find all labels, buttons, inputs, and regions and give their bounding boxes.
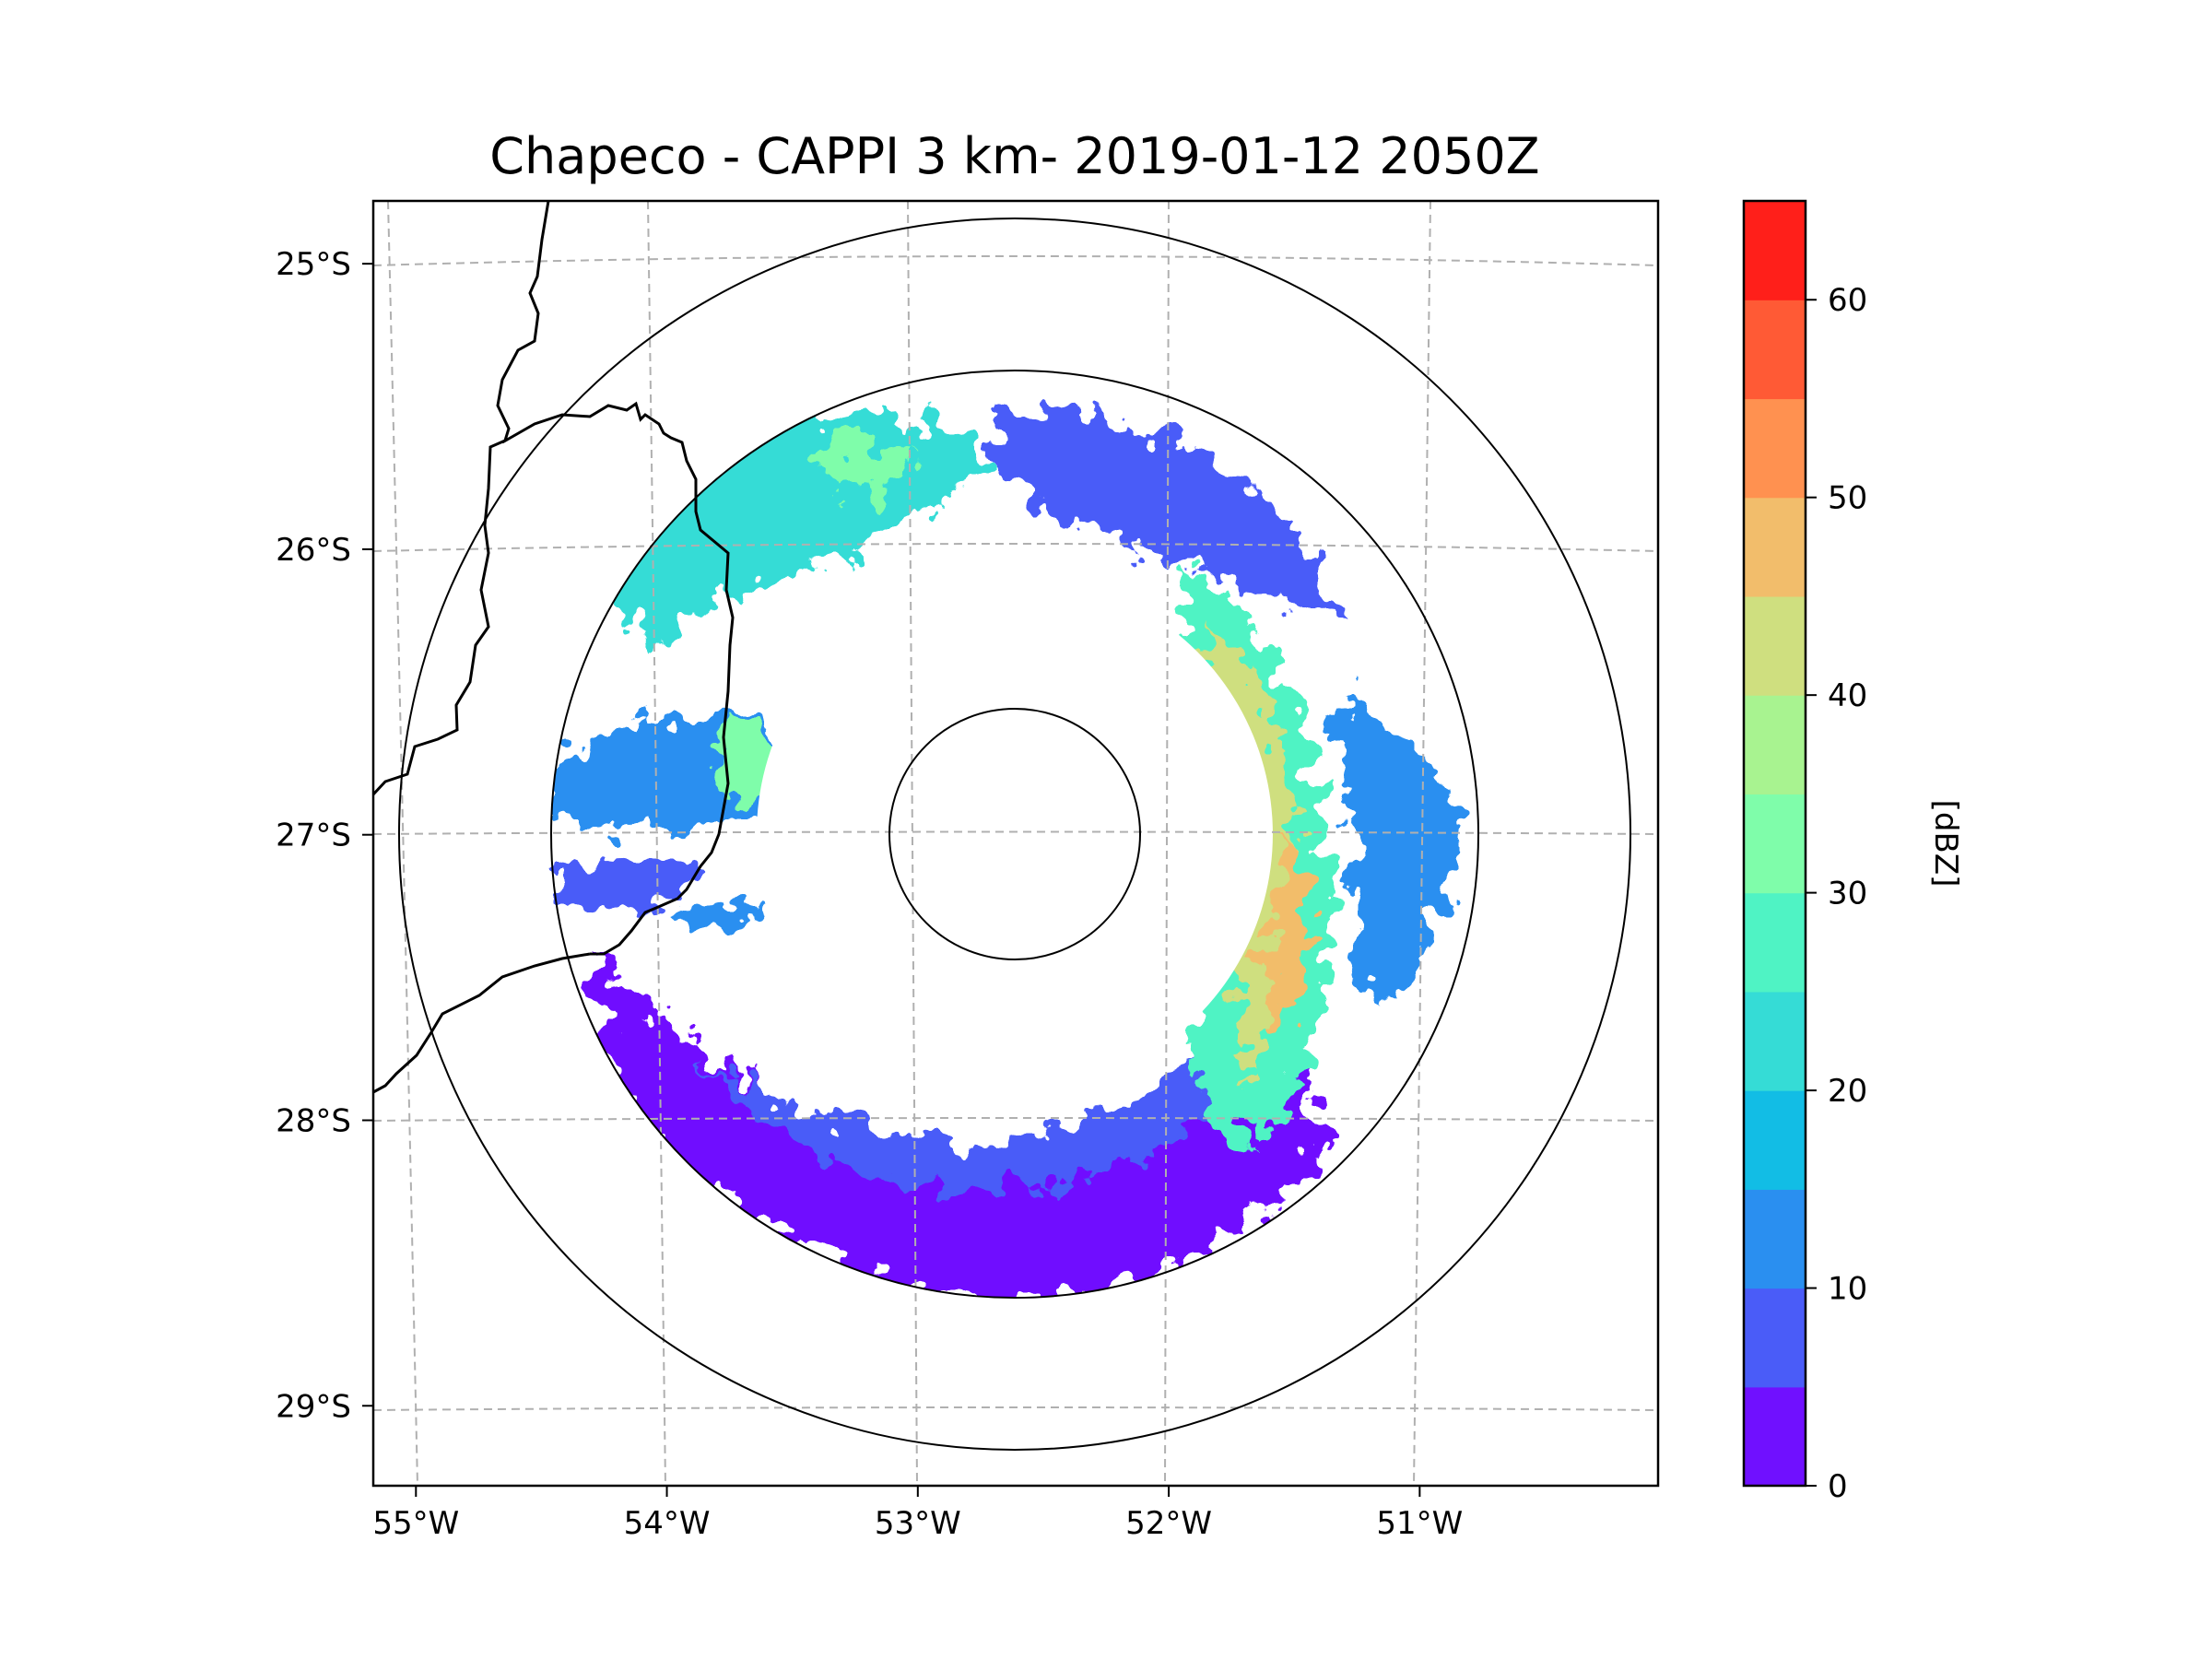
graticule [373,201,1658,1486]
colorbar-swatch [1744,201,1806,300]
x-tick-label: 55°W [372,1505,459,1542]
echo-east-edge [1336,700,1465,1014]
political-borders [373,201,735,1094]
colorbar-swatch [1744,1288,1806,1388]
echo-northern-core [826,440,922,498]
echo-southern-inner [700,1060,1226,1190]
colorbar-swatch [1744,1189,1806,1289]
colorbar-tick-label: 50 [1828,480,1867,517]
echo-southern-stratiform [590,949,1336,1299]
colorbar-tick-label: 40 [1828,677,1867,714]
range-ring-inner [888,708,1141,960]
colorbar-swatch [1744,991,1806,1091]
echo-west-patch [558,860,702,910]
echo-west-streak [673,904,765,931]
colorbar-swatch [1744,398,1806,499]
x-tick-label: 54°W [624,1505,711,1542]
parallel-28s [373,1117,1658,1122]
colorbar-tick-label: 30 [1828,876,1867,912]
x-tick-label: 51°W [1376,1505,1463,1542]
colorbar: 0 10 20 30 40 50 60 [dBZ] [1742,199,1964,1505]
parallel-27s [373,830,1658,835]
meridian-51w [1413,201,1431,1486]
x-tick-label: 53°W [875,1505,961,1542]
echo-eastern-peak [1267,830,1311,1032]
parallel-26s [373,543,1658,552]
meridian-54w [647,201,666,1486]
y-tick-label: 27°S [276,818,351,854]
echo-northeast-band [995,411,1346,627]
y-tick-label: 28°S [276,1102,351,1139]
colorbar-swatch [1744,1386,1806,1487]
meridian-53w [907,201,918,1486]
parallel-29s [373,1406,1658,1411]
x-axis-ticks: 55°W 54°W 53°W 52°W 51°W [372,1486,1463,1542]
parallel-25s [373,255,1658,266]
colorbar-swatch [1744,300,1806,400]
colorbar-tick-label: 60 [1828,282,1867,319]
meridian-55w [387,201,418,1486]
border-state-line [501,401,735,956]
colorbar-tick-label: 0 [1828,1468,1848,1505]
y-tick-label: 26°S [276,532,351,569]
y-tick-label: 29°S [276,1388,351,1425]
colorbar-swatch [1744,497,1806,597]
colorbar-frame [1742,199,1807,1488]
y-tick-label: 25°S [276,246,351,283]
x-tick-label: 52°W [1125,1505,1212,1542]
colorbar-swatch [1744,595,1806,696]
chart-title: Chapeco - CAPPI 3 km- 2019-01-12 2050Z [489,127,1539,185]
meridian-52w [1164,201,1170,1486]
range-rings [398,218,1631,1451]
colorbar-swatch [1744,695,1806,794]
map-axes [373,201,1658,1486]
range-ring-middle [550,370,1479,1299]
colorbar-tick-label: 20 [1828,1073,1867,1110]
y-axis-ticks: 25°S 26°S 27°S 28°S 29°S [276,246,373,1425]
colorbar-tick-label: 10 [1828,1271,1867,1308]
border-argentina-brazil-south [373,952,591,1094]
colorbar-swatch [1744,1090,1806,1190]
range-ring-outer [398,218,1631,1451]
border-argentina-brazil-north [373,201,550,796]
colorbar-swatch [1744,794,1806,894]
colorbar-swatch [1744,892,1806,993]
colorbar-label: [dBZ] [1927,800,1964,888]
map-frame [371,199,1660,1488]
